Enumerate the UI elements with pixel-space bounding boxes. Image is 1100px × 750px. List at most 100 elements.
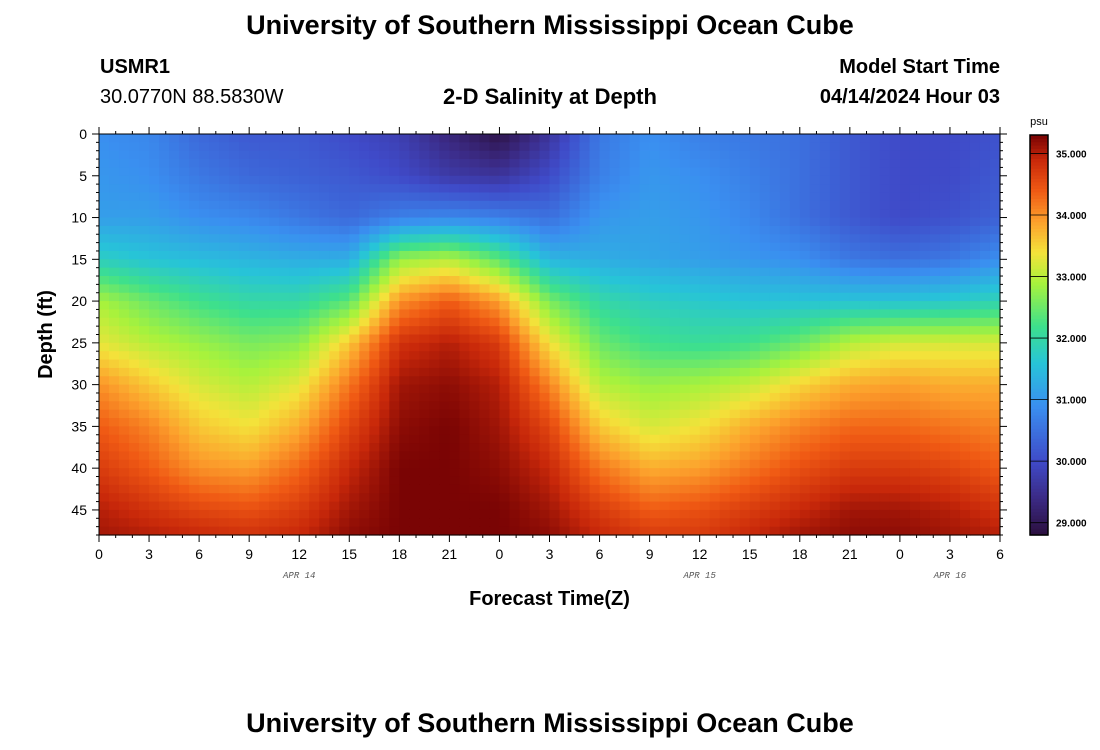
heatmap-cell: [229, 384, 240, 394]
heatmap-cell: [419, 342, 430, 352]
heatmap-cell: [339, 292, 350, 302]
heatmap-cell: [239, 367, 250, 377]
heatmap-cell: [849, 200, 861, 210]
heatmap-cell: [659, 242, 671, 252]
heatmap-cell: [409, 217, 420, 227]
heatmap-cell: [899, 493, 911, 503]
heatmap-cell: [819, 192, 831, 202]
heatmap-cell: [419, 443, 430, 453]
heatmap-cell: [169, 175, 180, 185]
heatmap-cell: [789, 259, 801, 269]
heatmap-cell: [269, 459, 280, 469]
heatmap-cell: [309, 392, 320, 402]
heatmap-cell: [699, 484, 711, 494]
heatmap-cell: [899, 484, 911, 494]
heatmap-cell: [109, 259, 120, 269]
heatmap-cell: [639, 167, 651, 177]
heatmap-cell: [199, 376, 210, 386]
heatmap-cell: [239, 184, 250, 194]
heatmap-cell: [859, 426, 871, 436]
heatmap-cell: [819, 250, 831, 260]
heatmap-cell: [129, 192, 140, 202]
heatmap-cell: [729, 250, 741, 260]
heatmap-cell: [969, 192, 981, 202]
heatmap-cell: [619, 334, 631, 344]
heatmap-cell: [969, 451, 981, 461]
heatmap-cell: [969, 426, 981, 436]
heatmap-cell: [419, 167, 430, 177]
heatmap-cell: [199, 334, 210, 344]
heatmap-cell: [169, 359, 180, 369]
heatmap-cell: [989, 409, 1001, 419]
heatmap-cell: [529, 342, 541, 352]
heatmap-cell: [469, 284, 481, 294]
heatmap-cell: [459, 184, 471, 194]
heatmap-cell: [289, 242, 300, 252]
heatmap-cell: [899, 468, 911, 478]
heatmap-cell: [249, 526, 260, 536]
colorbar-swatch: [1030, 468, 1048, 473]
heatmap-cell: [419, 451, 430, 461]
heatmap-cell: [529, 267, 541, 277]
colorbar-swatch: [1030, 231, 1048, 236]
heatmap-cell: [959, 292, 971, 302]
heatmap-cell: [809, 443, 821, 453]
heatmap-cell: [989, 359, 1001, 369]
heatmap-cell: [339, 351, 350, 361]
heatmap-cell: [539, 142, 551, 152]
heatmap-cell: [99, 359, 110, 369]
heatmap-cell: [619, 501, 631, 511]
colorbar-swatch: [1030, 445, 1048, 449]
heatmap-cell: [799, 484, 811, 494]
heatmap-cell: [869, 159, 881, 169]
heatmap-cell: [639, 134, 651, 143]
heatmap-cell: [419, 434, 430, 444]
heatmap-cell: [979, 468, 991, 478]
heatmap-cell: [349, 459, 360, 469]
heatmap-cell: [209, 200, 220, 210]
heatmap-cell: [529, 376, 541, 386]
heatmap-cell: [129, 451, 140, 461]
heatmap-cell: [539, 384, 551, 394]
heatmap-cell: [229, 276, 240, 285]
heatmap-cell: [389, 192, 400, 202]
heatmap-cell: [979, 409, 991, 419]
heatmap-cell: [329, 468, 340, 478]
colorbar-swatch: [1030, 141, 1048, 146]
heatmap-cell: [289, 367, 300, 377]
heatmap-cell: [379, 409, 390, 419]
heatmap-cell: [989, 443, 1001, 453]
heatmap-cell: [639, 367, 651, 377]
heatmap-cell: [159, 434, 170, 444]
colorbar-swatch: [1030, 161, 1048, 166]
heatmap-cell: [179, 209, 190, 219]
heatmap-cell: [829, 234, 841, 244]
heatmap-cell: [149, 217, 160, 227]
heatmap-cell: [209, 192, 220, 202]
heatmap-cell: [169, 501, 180, 511]
heatmap-cell: [109, 459, 120, 469]
heatmap-cell: [789, 326, 801, 336]
heatmap-cell: [899, 242, 911, 252]
heatmap-cell: [459, 284, 471, 294]
heatmap-cell: [689, 276, 701, 285]
heatmap-cell: [659, 259, 671, 269]
heatmap-cell: [819, 301, 831, 311]
heatmap-cell: [839, 418, 851, 427]
heatmap-cell: [689, 184, 701, 194]
heatmap-cell: [669, 301, 681, 311]
heatmap-cell: [739, 317, 751, 327]
heatmap-cell: [499, 334, 511, 344]
heatmap-cell: [859, 242, 871, 252]
heatmap-cell: [649, 501, 661, 511]
heatmap-cell: [939, 342, 951, 352]
heatmap-cell: [509, 242, 521, 252]
colorbar-swatch: [1030, 315, 1048, 319]
heatmap-cell: [819, 459, 831, 469]
heatmap-cell: [279, 267, 290, 277]
heatmap-cell: [149, 459, 160, 469]
heatmap-cell: [869, 409, 881, 419]
heatmap-cell: [949, 384, 961, 394]
heatmap-cell: [639, 376, 651, 386]
heatmap-cell: [759, 434, 771, 444]
